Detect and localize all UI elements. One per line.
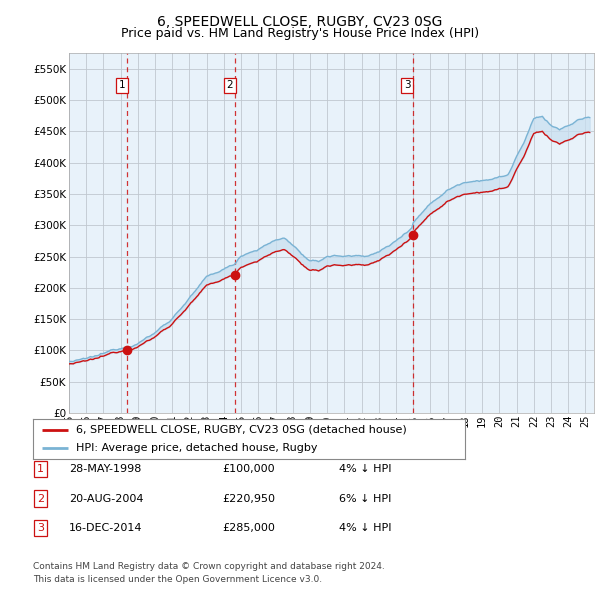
Text: 4% ↓ HPI: 4% ↓ HPI bbox=[339, 464, 391, 474]
Text: 1: 1 bbox=[119, 80, 125, 90]
Text: £285,000: £285,000 bbox=[222, 523, 275, 533]
Text: 6, SPEEDWELL CLOSE, RUGBY, CV23 0SG: 6, SPEEDWELL CLOSE, RUGBY, CV23 0SG bbox=[157, 15, 443, 29]
Text: 6, SPEEDWELL CLOSE, RUGBY, CV23 0SG (detached house): 6, SPEEDWELL CLOSE, RUGBY, CV23 0SG (det… bbox=[76, 425, 407, 435]
Text: 20-AUG-2004: 20-AUG-2004 bbox=[69, 494, 143, 503]
Text: £100,000: £100,000 bbox=[222, 464, 275, 474]
Text: 6% ↓ HPI: 6% ↓ HPI bbox=[339, 494, 391, 503]
Text: 4% ↓ HPI: 4% ↓ HPI bbox=[339, 523, 391, 533]
Text: £220,950: £220,950 bbox=[222, 494, 275, 503]
Text: 3: 3 bbox=[37, 523, 44, 533]
Text: 3: 3 bbox=[404, 80, 411, 90]
Text: Price paid vs. HM Land Registry's House Price Index (HPI): Price paid vs. HM Land Registry's House … bbox=[121, 27, 479, 40]
Text: This data is licensed under the Open Government Licence v3.0.: This data is licensed under the Open Gov… bbox=[33, 575, 322, 584]
Text: 1: 1 bbox=[37, 464, 44, 474]
Text: 2: 2 bbox=[226, 80, 233, 90]
Text: 16-DEC-2014: 16-DEC-2014 bbox=[69, 523, 143, 533]
Text: 2: 2 bbox=[37, 494, 44, 503]
Text: Contains HM Land Registry data © Crown copyright and database right 2024.: Contains HM Land Registry data © Crown c… bbox=[33, 562, 385, 571]
Text: 28-MAY-1998: 28-MAY-1998 bbox=[69, 464, 142, 474]
Text: HPI: Average price, detached house, Rugby: HPI: Average price, detached house, Rugb… bbox=[76, 443, 318, 453]
